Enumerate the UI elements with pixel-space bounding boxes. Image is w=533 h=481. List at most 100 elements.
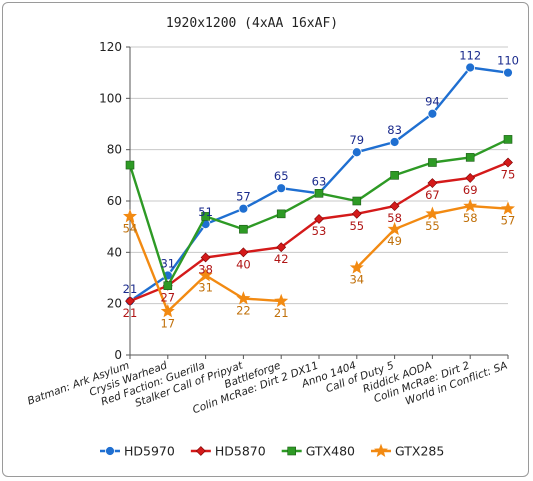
data-label-gtx285: 31 — [198, 280, 213, 294]
chart-title: 1920x1200 (4xAA 16xAF) — [166, 16, 338, 31]
chart-frame — [2, 2, 529, 477]
legend: HD5970 HD5870 GTX480 GTX285 — [100, 444, 444, 459]
data-label-hd5870: 67 — [425, 188, 440, 202]
data-label-gtx285: 34 — [349, 273, 364, 287]
data-label-hd5870: 55 — [349, 219, 364, 233]
point-hd5870 — [238, 247, 249, 258]
y-tick-label: 120 — [99, 40, 122, 54]
series-gtx480 — [125, 135, 513, 291]
legend-item-gtx285: GTX285 — [371, 444, 444, 459]
point-hd5970 — [503, 67, 513, 78]
data-label-hd5970: 83 — [387, 123, 402, 137]
legend-marker-hd5870 — [195, 446, 206, 456]
point-hd5870 — [200, 252, 211, 263]
data-label-hd5870: 42 — [274, 252, 289, 266]
data-label-hd5970: 51 — [198, 205, 213, 219]
point-gtx285 — [198, 268, 213, 282]
y-tick-label: 100 — [99, 91, 122, 105]
series-layer — [123, 62, 515, 318]
point-gtx480 — [503, 135, 513, 144]
point-hd5870 — [276, 242, 287, 253]
point-gtx480 — [125, 160, 135, 170]
point-hd5970 — [238, 203, 249, 214]
point-hd5870 — [465, 172, 476, 183]
point-gtx480 — [201, 212, 210, 221]
y-axis-ticks: 0 20 40 60 80 100 120 — [99, 40, 122, 362]
point-gtx480 — [239, 224, 248, 234]
data-label-hd5970: 94 — [425, 95, 440, 109]
legend-label-hd5870: HD5870 — [215, 444, 266, 459]
y-tick-label: 40 — [107, 245, 122, 259]
point-hd5870 — [389, 201, 400, 212]
data-label-hd5870: 69 — [463, 183, 478, 197]
point-gtx285 — [236, 291, 251, 305]
point-gtx285 — [274, 293, 289, 308]
data-label-gtx285: 21 — [274, 306, 289, 320]
data-label-gtx285: 22 — [236, 304, 251, 318]
y-tick-label: 20 — [107, 297, 122, 311]
point-hd5870 — [427, 178, 438, 188]
point-gtx480 — [163, 281, 173, 291]
point-hd5970 — [465, 62, 476, 73]
data-label-gtx285: 58 — [463, 211, 478, 225]
legend-marker-hd5970 — [105, 446, 115, 456]
legend-label-gtx480: GTX480 — [306, 444, 355, 459]
data-label-hd5970: 31 — [160, 256, 175, 270]
point-hd5970 — [351, 147, 362, 158]
data-label-hd5870: 38 — [198, 262, 213, 276]
data-label-hd5970: 110 — [497, 54, 519, 68]
data-labels: 21 31 51 57 65 63 79 83 94 112 110 21 27 38 40 42 53 55 58… — [123, 49, 519, 331]
point-gtx480 — [314, 189, 324, 198]
point-gtx285 — [349, 260, 364, 274]
data-label-hd5970: 21 — [123, 282, 138, 296]
data-label-hd5870: 58 — [387, 211, 402, 225]
data-label-hd5970: 65 — [274, 169, 289, 183]
data-label-gtx285: 55 — [425, 219, 440, 233]
legend-marker-gtx285 — [374, 443, 388, 457]
point-gtx480 — [428, 158, 437, 167]
point-hd5970 — [427, 108, 438, 119]
point-hd5870 — [314, 214, 324, 224]
point-hd5970 — [389, 137, 400, 147]
data-label-hd5970: 79 — [349, 133, 364, 147]
point-hd5870 — [125, 296, 135, 307]
point-hd5870 — [503, 157, 513, 168]
series-gtx285 — [123, 198, 515, 318]
point-gtx480 — [276, 209, 286, 219]
y-tick-label: 0 — [114, 348, 122, 362]
data-label-hd5870: 53 — [312, 224, 327, 238]
series-line-gtx480 — [128, 138, 509, 287]
data-label-hd5970: 63 — [312, 174, 327, 188]
data-label-hd5870: 27 — [160, 291, 175, 305]
point-gtx480 — [352, 196, 362, 206]
data-label-gtx285: 54 — [123, 221, 138, 235]
data-label-hd5870: 21 — [123, 306, 138, 320]
data-label-gtx285: 57 — [501, 214, 516, 228]
legend-item-hd5870: HD5870 — [190, 444, 266, 459]
point-gtx285 — [463, 198, 478, 213]
point-gtx285 — [387, 221, 402, 236]
point-gtx480 — [465, 153, 475, 162]
point-hd5970 — [276, 183, 287, 194]
data-label-gtx285: 17 — [160, 316, 175, 330]
data-label-hd5870: 40 — [236, 257, 251, 271]
legend-label-gtx285: GTX285 — [395, 444, 444, 459]
legend-item-gtx480: GTX480 — [281, 444, 355, 459]
point-gtx285 — [501, 201, 515, 215]
legend-label-hd5970: HD5970 — [124, 444, 175, 459]
data-label-hd5870: 75 — [501, 168, 516, 182]
data-label-gtx285: 49 — [387, 234, 402, 248]
point-gtx480 — [390, 171, 399, 180]
point-gtx285 — [123, 209, 137, 223]
y-tick-label: 80 — [107, 143, 122, 157]
point-hd5870 — [351, 208, 362, 219]
legend-marker-gtx480 — [287, 446, 296, 456]
legend-item-hd5970: HD5970 — [100, 444, 175, 459]
y-tick-label: 60 — [107, 194, 122, 208]
point-gtx285 — [425, 206, 440, 220]
point-gtx285 — [160, 304, 175, 318]
grid — [126, 46, 509, 359]
data-label-hd5970: 57 — [236, 190, 251, 204]
